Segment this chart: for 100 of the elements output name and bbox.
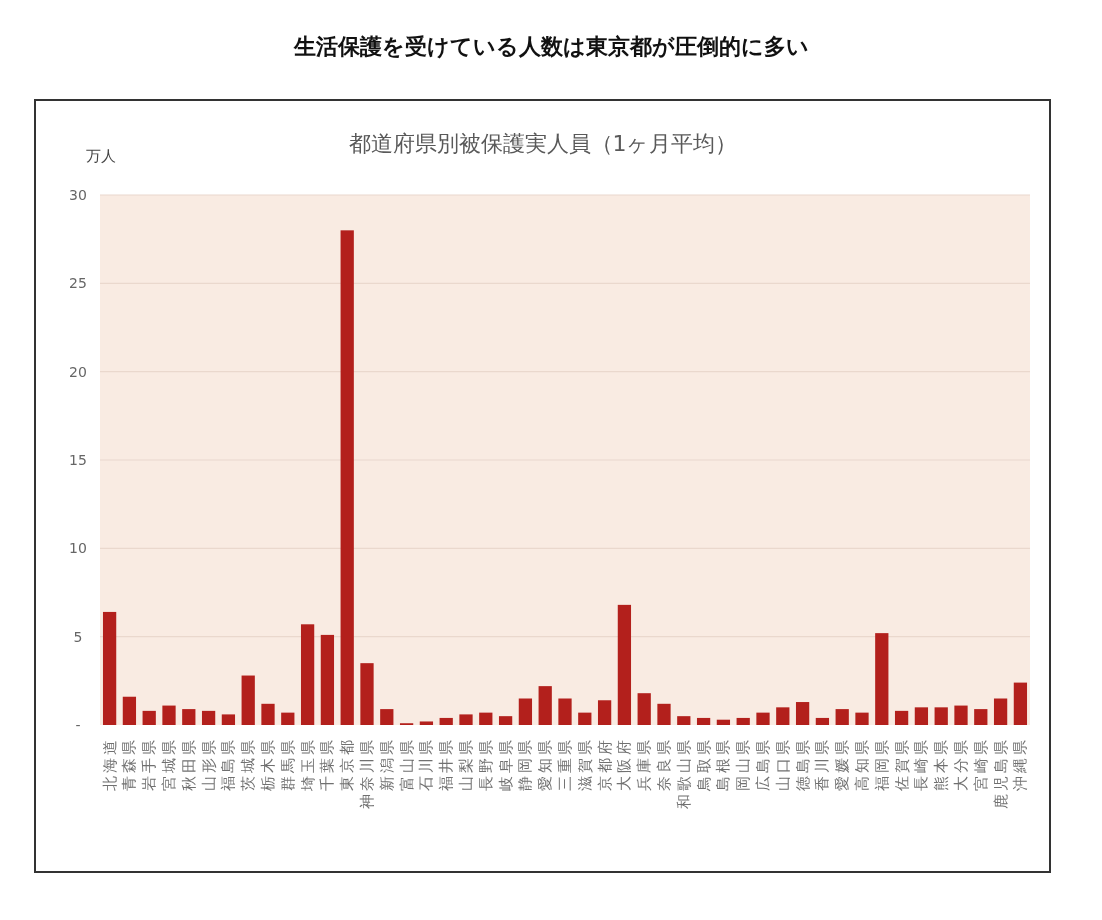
- y-tick-label: -: [75, 717, 81, 733]
- bar: [1013, 682, 1028, 725]
- bar: [102, 611, 117, 725]
- x-tick-label: 広島県: [754, 737, 772, 791]
- x-tick-label: 香川県: [813, 737, 832, 791]
- bar: [479, 712, 493, 725]
- bar: [419, 721, 434, 725]
- bar: [597, 700, 612, 725]
- bar: [201, 710, 216, 725]
- x-tick-label: 宮城県: [160, 737, 178, 791]
- x-tick-label: 山形県: [199, 737, 218, 791]
- x-tick-label: 青森県: [120, 737, 139, 791]
- bar: [578, 712, 592, 725]
- y-tick-label: 20: [69, 363, 87, 380]
- x-tick-label: 神奈川県: [358, 737, 376, 809]
- x-tick-label: 岡山県: [734, 737, 753, 791]
- x-tick-label: 群馬県: [278, 737, 297, 791]
- y-tick-label: 30: [69, 187, 87, 203]
- x-tick-label: 新潟県: [377, 737, 396, 791]
- y-tick-label: 10: [69, 540, 87, 557]
- x-tick-label: 茨城県: [239, 737, 258, 791]
- x-tick-label: 栃木県: [259, 737, 277, 791]
- y-tick-label: 15: [69, 452, 87, 468]
- bar: [439, 717, 453, 725]
- x-tick-label: 石川県: [417, 737, 436, 791]
- bar: [934, 707, 948, 725]
- y-tick-label: 25: [69, 275, 87, 292]
- x-tick-label: 和歌山県: [674, 737, 693, 809]
- bar: [617, 604, 632, 725]
- bar: [320, 634, 335, 725]
- x-tick-label: 徳島県: [793, 737, 812, 791]
- x-tick-label: 兵庫県: [635, 737, 654, 791]
- bar: [993, 698, 1008, 725]
- bar: [776, 707, 790, 725]
- x-tick-label: 千葉県: [318, 737, 337, 791]
- bar: [340, 230, 354, 725]
- bar: [815, 717, 830, 725]
- bar: [954, 705, 968, 725]
- chart-subtitle: 都道府県別被保護実人員（1ヶ月平均）: [348, 130, 738, 156]
- x-tick-label: 福岡県: [872, 737, 891, 791]
- x-tick-label: 奈良県: [655, 737, 673, 791]
- x-tick-label: 愛知県: [536, 737, 555, 791]
- x-tick-label: 島根県: [714, 737, 733, 791]
- bar: [142, 710, 156, 725]
- x-tick-label: 秋田県: [179, 737, 198, 791]
- x-tick-label: 宮崎県: [971, 737, 990, 791]
- bar: [696, 717, 711, 725]
- bar: [300, 624, 315, 725]
- x-tick-label: 愛媛県: [833, 737, 852, 791]
- x-tick-label: 鹿児島県: [991, 737, 1010, 809]
- x-tick-label: 福井県: [437, 737, 456, 791]
- x-tick-label: 岐阜県: [496, 737, 515, 791]
- bar: [498, 716, 513, 725]
- x-tick-label: 沖縄県: [1011, 737, 1030, 791]
- y-tick-label: 5: [73, 628, 83, 645]
- x-tick-label: 山口県: [773, 737, 792, 791]
- bar: [736, 717, 750, 725]
- bar: [914, 707, 929, 725]
- x-tick-label: 大阪府: [615, 737, 634, 791]
- bar: [380, 709, 394, 725]
- x-tick-label: 長崎県: [912, 737, 931, 791]
- bar: [637, 693, 651, 725]
- y-axis-title: 万人: [86, 147, 116, 165]
- bar: [756, 712, 770, 725]
- x-tick-label: 富山県: [397, 737, 416, 791]
- x-tick-label: 埼玉県: [298, 737, 317, 792]
- bar: [221, 714, 236, 725]
- x-tick-label: 熊本県: [932, 737, 951, 791]
- bar: [281, 712, 295, 725]
- x-tick-label: 長野県: [476, 737, 495, 791]
- bar: [182, 709, 196, 725]
- x-tick-label: 滋賀県: [575, 737, 594, 791]
- bar: [657, 703, 671, 725]
- x-tick-label: 三重県: [556, 737, 574, 791]
- bar: [241, 675, 255, 725]
- bar: [538, 686, 552, 725]
- bar: [835, 709, 849, 725]
- bar: [677, 716, 691, 725]
- x-tick-label: 北海道: [100, 737, 119, 791]
- bar: [855, 712, 869, 725]
- bar: [162, 705, 176, 725]
- bar: [459, 714, 473, 725]
- x-tick-label: 福島県: [219, 737, 238, 791]
- x-tick-label: 京都府: [595, 737, 614, 791]
- x-tick-label: 岩手県: [140, 737, 159, 791]
- bar: [974, 709, 988, 725]
- bar: [122, 696, 137, 725]
- x-tick-label: 東京都: [338, 737, 357, 791]
- x-tick-label: 静岡県: [516, 737, 535, 791]
- bar: [261, 703, 275, 725]
- bar: [795, 702, 810, 725]
- x-tick-label: 佐賀県: [892, 737, 911, 791]
- bar: [360, 663, 374, 725]
- x-tick-label: 大分県: [952, 737, 970, 791]
- bar: [875, 633, 889, 725]
- bar: [558, 698, 572, 725]
- bar: [518, 698, 533, 725]
- x-tick-label: 山梨県: [457, 737, 475, 791]
- chart-title: 生活保護を受けている人数は東京都が圧倒的に多い: [292, 33, 809, 59]
- x-tick-label: 高知県: [853, 737, 871, 791]
